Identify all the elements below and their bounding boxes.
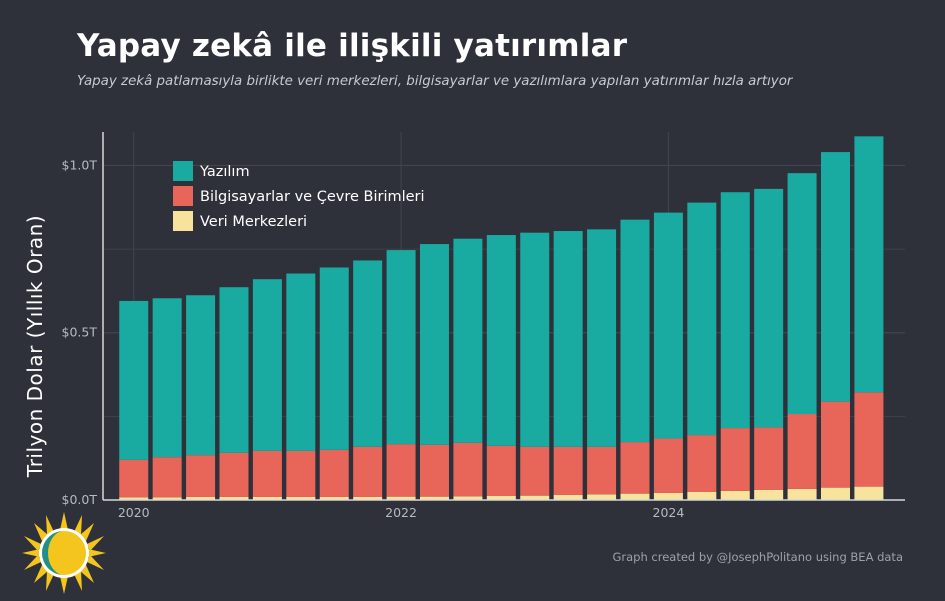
bar-datacenters — [152, 497, 182, 500]
bar-software — [787, 173, 817, 415]
bar-computers — [119, 459, 149, 498]
bar-computers — [754, 427, 784, 490]
bar-datacenters — [186, 496, 216, 500]
bar-software — [119, 300, 149, 460]
bar-computers — [152, 457, 182, 498]
legend-label-software: Yazılım — [199, 164, 250, 180]
bar-datacenters — [486, 495, 516, 500]
bar-datacenters — [787, 488, 817, 500]
bar-software — [286, 273, 316, 451]
bar-software — [453, 238, 483, 443]
bar-computers — [653, 438, 683, 493]
bar-datacenters — [520, 495, 550, 500]
bar-software — [353, 260, 383, 447]
legend-swatch-computers — [173, 186, 193, 206]
y-tick-label: $1.0T — [62, 157, 98, 172]
y-axis-title: Trilyon Dolar (Yıllık Oran) — [23, 215, 47, 478]
bar-computers — [787, 414, 817, 489]
bar-software — [854, 136, 884, 393]
bar-computers — [720, 428, 750, 491]
bar-software — [252, 279, 282, 451]
bar-computers — [854, 392, 884, 487]
y-tick-label: $0.5T — [62, 325, 98, 340]
bar-datacenters — [820, 487, 850, 500]
bar-software — [419, 244, 449, 445]
bar-software — [152, 298, 182, 458]
bar-software — [386, 250, 416, 445]
bar-datacenters — [653, 492, 683, 500]
x-tick-label: 2020 — [118, 505, 150, 520]
source-note: Graph created by @JosephPolitano using B… — [612, 550, 903, 564]
bar-computers — [186, 455, 216, 497]
bar-computers — [453, 442, 483, 497]
bar-software — [520, 232, 550, 447]
bar-datacenters — [553, 494, 583, 500]
bar-datacenters — [419, 496, 449, 500]
bar-software — [653, 212, 683, 439]
bar-datacenters — [720, 490, 750, 500]
x-tick-label: 2024 — [653, 505, 685, 520]
bar-computers — [687, 435, 717, 492]
bar-datacenters — [353, 496, 383, 500]
y-tick-label: $0.0T — [62, 492, 98, 507]
bar-computers — [587, 446, 617, 495]
bar-software — [687, 202, 717, 436]
bar-software — [754, 188, 784, 428]
chart-subtitle: Yapay zekâ patlamasıyla birlikte veri me… — [77, 74, 793, 89]
bar-datacenters — [587, 494, 617, 500]
bar-software — [219, 287, 249, 453]
bar-datacenters — [854, 486, 884, 500]
bar-datacenters — [620, 493, 650, 500]
bar-software — [587, 229, 617, 447]
bar-computers — [386, 444, 416, 497]
bar-computers — [286, 450, 316, 497]
bar-computers — [620, 442, 650, 494]
bar-datacenters — [219, 496, 249, 500]
bar-datacenters — [252, 496, 282, 500]
bar-datacenters — [119, 497, 149, 500]
bar-datacenters — [453, 496, 483, 500]
bar-software — [720, 192, 750, 429]
legend-swatch-datacenters — [173, 211, 193, 231]
sun-logo-icon — [22, 512, 106, 594]
bar-computers — [520, 446, 550, 496]
legend-label-computers: Bilgisayarlar ve Çevre Birimleri — [200, 189, 425, 205]
bar-computers — [353, 446, 383, 497]
bar-datacenters — [286, 496, 316, 500]
bar-computers — [219, 452, 249, 497]
bar-software — [820, 152, 850, 402]
bar-software — [319, 267, 349, 450]
bar-software — [186, 295, 216, 456]
bar-datacenters — [386, 496, 416, 500]
bar-datacenters — [687, 491, 717, 500]
x-tick-label: 2022 — [385, 505, 417, 520]
bar-datacenters — [319, 496, 349, 500]
bar-software — [553, 231, 583, 447]
bar-datacenters — [754, 489, 784, 500]
bar-computers — [419, 444, 449, 497]
bar-software — [486, 235, 516, 446]
bar-computers — [486, 445, 516, 496]
legend-swatch-software — [173, 161, 193, 181]
bar-computers — [553, 446, 583, 495]
bar-computers — [820, 401, 850, 488]
chart-title: Yapay zekâ ile ilişkili yatırımlar — [77, 28, 628, 64]
bar-computers — [252, 450, 282, 497]
bar-software — [620, 219, 650, 443]
bar-computers — [319, 449, 349, 497]
legend-label-datacenters: Veri Merkezleri — [200, 214, 307, 230]
